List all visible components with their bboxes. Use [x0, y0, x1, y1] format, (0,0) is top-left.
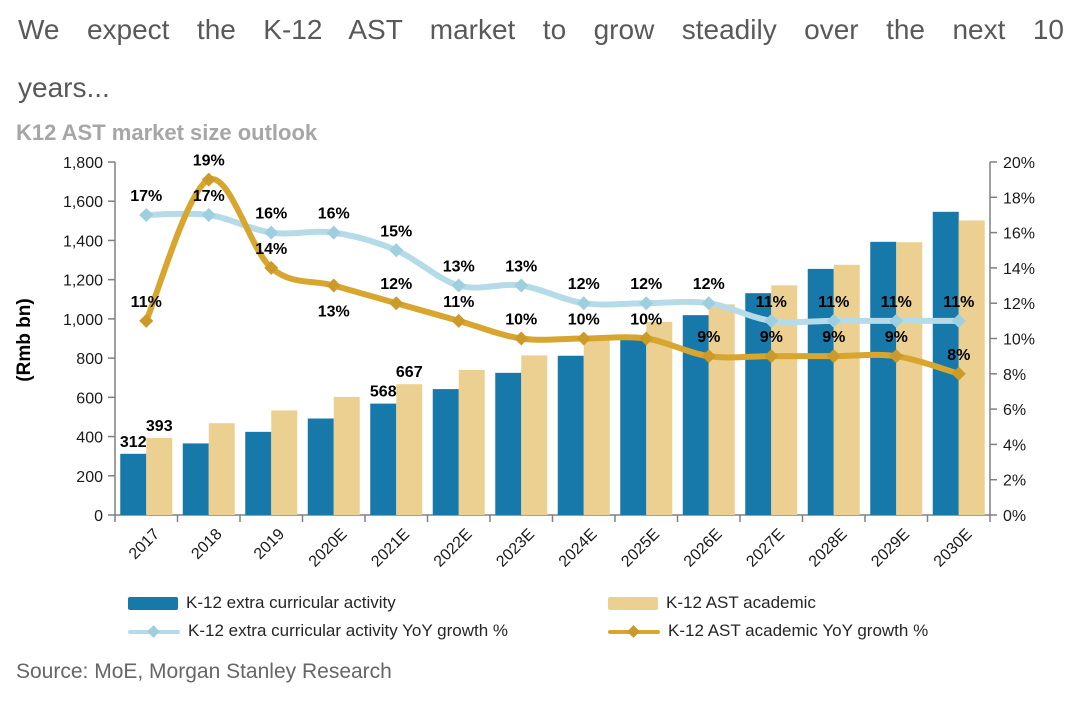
svg-text:4%: 4% — [1003, 437, 1026, 454]
svg-text:16%: 16% — [1003, 226, 1035, 243]
legend-item-ast-academic-bar: K-12 AST academic — [608, 592, 928, 614]
svg-text:2029E: 2029E — [868, 526, 913, 571]
svg-text:13%: 13% — [318, 304, 350, 321]
svg-text:13%: 13% — [505, 259, 537, 276]
svg-text:9%: 9% — [822, 329, 845, 346]
page-title-line-1: We expect the K-12 AST market to grow st… — [18, 14, 1064, 45]
svg-text:1,600: 1,600 — [63, 194, 103, 211]
svg-text:17%: 17% — [130, 188, 162, 205]
svg-text:2020E: 2020E — [306, 526, 351, 571]
svg-text:1,800: 1,800 — [63, 155, 103, 172]
svg-text:1,200: 1,200 — [63, 273, 103, 290]
svg-text:2022E: 2022E — [431, 526, 476, 571]
svg-text:2025E: 2025E — [618, 526, 663, 571]
chart-title: K12 AST market size outlook — [16, 120, 318, 145]
svg-text:2026E: 2026E — [681, 526, 726, 571]
svg-text:12%: 12% — [568, 276, 600, 293]
svg-text:6%: 6% — [1003, 402, 1026, 419]
svg-text:0: 0 — [94, 508, 103, 525]
svg-text:12%: 12% — [1003, 296, 1035, 313]
svg-text:312: 312 — [120, 434, 147, 451]
bar-swatch-tan-icon — [608, 596, 658, 610]
svg-text:2017: 2017 — [126, 526, 163, 563]
svg-text:2027E: 2027E — [743, 526, 788, 571]
svg-text:13%: 13% — [443, 259, 475, 276]
svg-text:2030E: 2030E — [931, 526, 976, 571]
svg-text:10%: 10% — [568, 312, 600, 329]
legend-label: K-12 extra curricular activity — [186, 593, 396, 612]
svg-text:10%: 10% — [1003, 332, 1035, 349]
svg-text:(Rmb bn): (Rmb bn) — [14, 298, 35, 381]
svg-text:9%: 9% — [885, 329, 908, 346]
svg-text:11%: 11% — [443, 294, 474, 311]
svg-text:11%: 11% — [818, 294, 849, 311]
svg-text:9%: 9% — [697, 329, 720, 346]
legend-item-ast-academic-growth-line: K-12 AST academic YoY growth % — [608, 620, 928, 642]
svg-text:2021E: 2021E — [368, 526, 413, 571]
svg-text:20%: 20% — [1003, 155, 1035, 172]
svg-text:800: 800 — [76, 351, 103, 368]
line-swatch-gold-icon — [608, 624, 660, 638]
svg-text:16%: 16% — [318, 206, 350, 223]
svg-text:2023E: 2023E — [493, 526, 538, 571]
svg-text:19%: 19% — [193, 153, 225, 170]
svg-text:0%: 0% — [1003, 508, 1026, 525]
svg-text:16%: 16% — [255, 206, 287, 223]
svg-text:600: 600 — [76, 390, 103, 407]
svg-text:200: 200 — [76, 469, 103, 486]
svg-text:11%: 11% — [943, 294, 974, 311]
diamond-marker-icon — [627, 624, 640, 638]
svg-text:9%: 9% — [760, 329, 783, 346]
legend: K-12 extra curricular activity K-12 AST … — [128, 592, 928, 642]
source-text: Source: MoE, Morgan Stanley Research — [16, 660, 392, 683]
bar-swatch-blue-icon — [128, 596, 178, 610]
svg-text:10%: 10% — [630, 312, 662, 329]
svg-text:1,000: 1,000 — [63, 312, 103, 329]
svg-text:400: 400 — [76, 430, 103, 447]
svg-text:393: 393 — [146, 418, 173, 435]
diamond-marker-icon — [147, 624, 160, 638]
svg-text:14%: 14% — [1003, 261, 1035, 278]
svg-text:2018: 2018 — [188, 526, 225, 563]
svg-text:12%: 12% — [630, 276, 662, 293]
svg-text:2028E: 2028E — [806, 526, 851, 571]
svg-text:2024E: 2024E — [556, 526, 601, 571]
chart-canvas: 0 200 400 600 800 1,000 1,200 1,400 1,600 1,800 0%… — [14, 153, 1035, 571]
svg-text:12%: 12% — [693, 276, 725, 293]
svg-text:10%: 10% — [505, 312, 537, 329]
svg-text:12%: 12% — [380, 276, 412, 293]
svg-text:2019: 2019 — [251, 526, 288, 563]
legend-label: K-12 extra curricular activity YoY growt… — [188, 621, 508, 640]
legend-label: K-12 AST academic — [666, 593, 816, 612]
svg-text:568: 568 — [370, 384, 397, 401]
page-title-line-2: years... — [18, 72, 110, 103]
svg-text:15%: 15% — [380, 223, 412, 240]
legend-item-extra-curricular-bar: K-12 extra curricular activity — [128, 592, 608, 614]
svg-text:8%: 8% — [1003, 367, 1026, 384]
svg-text:18%: 18% — [1003, 190, 1035, 207]
svg-text:2%: 2% — [1003, 473, 1026, 490]
svg-text:14%: 14% — [255, 241, 287, 258]
svg-text:8%: 8% — [947, 347, 970, 364]
svg-text:11%: 11% — [881, 294, 912, 311]
svg-text:1,400: 1,400 — [63, 233, 103, 250]
svg-text:667: 667 — [396, 364, 423, 381]
svg-text:11%: 11% — [131, 294, 162, 311]
legend-item-extra-curricular-growth-line: K-12 extra curricular activity YoY growt… — [128, 620, 608, 642]
svg-text:11%: 11% — [756, 294, 787, 311]
legend-label: K-12 AST academic YoY growth % — [668, 621, 929, 640]
line-swatch-lightblue-icon — [128, 624, 180, 638]
svg-text:17%: 17% — [193, 188, 225, 205]
